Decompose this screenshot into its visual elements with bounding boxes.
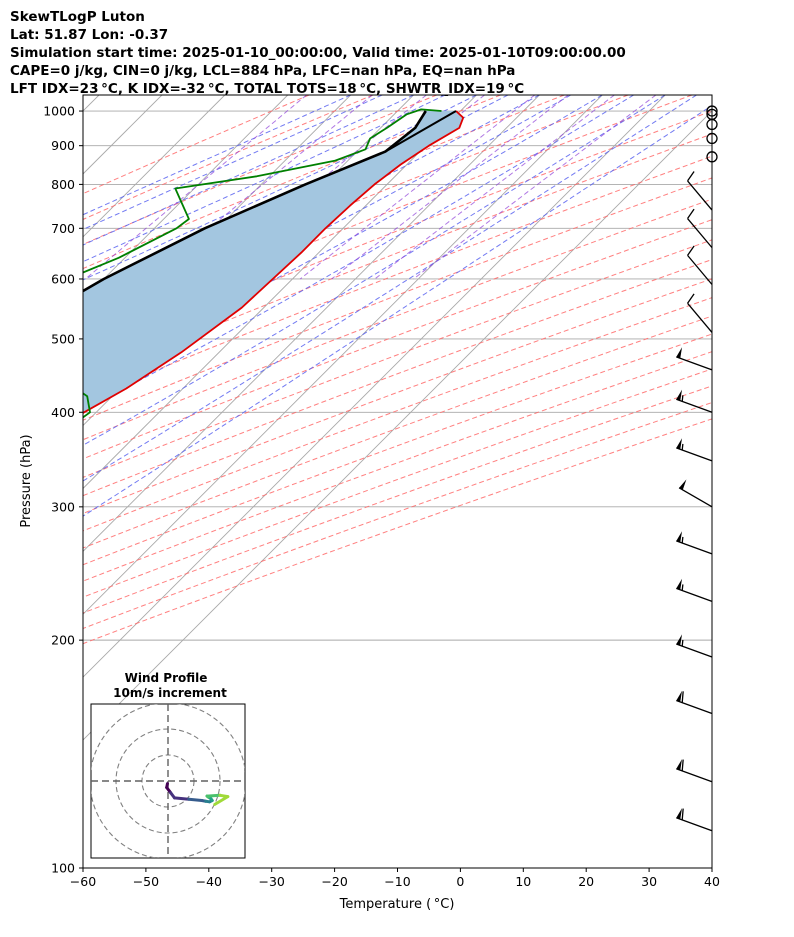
- mixing-ratio-line: [331, 95, 569, 280]
- chart-header: SkewTLogP Luton Lat: 51.87 Lon: -0.37 Si…: [10, 8, 790, 98]
- y-tick-label: 300: [51, 499, 75, 514]
- hodograph-trace: [173, 796, 191, 801]
- x-tick-label: 30: [641, 874, 657, 889]
- hodograph-trace: [213, 795, 230, 806]
- chart-title: SkewTLogP Luton: [10, 9, 145, 25]
- wind-barb: [687, 208, 713, 249]
- x-tick-label: −60: [70, 874, 96, 889]
- y-tick-label: 800: [51, 177, 75, 192]
- dry-adiabat: [83, 155, 712, 401]
- dry-adiabat: [83, 259, 712, 497]
- wind-barb: [687, 293, 713, 333]
- moist-adiabat: [83, 95, 666, 446]
- x-tick-label: −10: [384, 874, 410, 889]
- wind-barb: [676, 634, 713, 658]
- y-tick-label: 200: [51, 633, 75, 648]
- x-tick-label: −50: [133, 874, 159, 889]
- cin-cape-shading: [83, 111, 464, 413]
- wind-barb: [676, 578, 713, 603]
- wind-barb: [678, 479, 713, 508]
- x-tick-label: 20: [578, 874, 594, 889]
- wind-barb: [676, 438, 713, 462]
- wind-barb: [687, 245, 713, 285]
- wind-barb: [676, 690, 713, 715]
- isotherm: [83, 95, 666, 678]
- mixing-ratio-line: [374, 95, 615, 280]
- wind-barb: [676, 808, 713, 832]
- hodograph-subtitle: 10m/s increment: [113, 686, 227, 700]
- x-tick-label: 40: [704, 874, 720, 889]
- y-tick-label: 600: [51, 271, 75, 286]
- y-axis-ticks: 1000 900 800 700 600 500 400 300 200 100: [43, 104, 83, 876]
- moist-adiabat: [83, 95, 383, 231]
- stability-indices-2: LFT IDX=23 °C, K IDX=-32 °C, TOTAL TOTS=…: [10, 81, 525, 97]
- wind-barbs: [676, 105, 718, 832]
- x-tick-label: 10: [515, 874, 531, 889]
- temperature-line: [83, 110, 465, 414]
- dry-adiabat: [83, 333, 712, 566]
- y-tick-label: 1000: [43, 104, 75, 119]
- x-tick-label: −20: [321, 874, 347, 889]
- y-axis-label: Pressure (hPa): [19, 434, 34, 527]
- simulation-times: Simulation start time: 2025-01-10_00:00:…: [10, 45, 626, 61]
- parcel-dry-lift-line: [384, 110, 457, 153]
- y-tick-label: 400: [51, 405, 75, 420]
- dry-adiabat: [83, 368, 712, 598]
- x-tick-label: −40: [196, 874, 222, 889]
- isotherm: [83, 95, 540, 552]
- isotherm: [83, 110, 712, 741]
- mixing-ratio-line: [84, 95, 307, 280]
- dry-adiabat: [83, 95, 374, 220]
- sounding-lines: [83, 108, 465, 419]
- dry-adiabat: [83, 110, 712, 360]
- wind-barb: [676, 531, 713, 555]
- hodograph-inset: Wind Profile 10m/s increment: [90, 671, 246, 859]
- dewpoint-line: [83, 108, 442, 419]
- mixing-ratio-line: [299, 95, 536, 280]
- wind-barb: [687, 171, 713, 211]
- moist-adiabat: [83, 95, 414, 246]
- y-tick-label: 900: [51, 138, 75, 153]
- dry-adiabat: [83, 401, 712, 630]
- hodograph-trace: [205, 793, 222, 798]
- dry-adiabat: [83, 278, 712, 514]
- dry-adiabat: [83, 351, 712, 582]
- moist-adiabat: [83, 95, 540, 324]
- dry-adiabat: [83, 95, 565, 293]
- moist-adiabat: [83, 95, 351, 216]
- y-tick-label: 500: [51, 331, 75, 346]
- isotherm: [83, 95, 477, 490]
- wind-barb: [676, 347, 713, 371]
- stability-indices-1: CAPE=0 j/kg, CIN=0 j/kg, LCL=884 hPa, LF…: [10, 63, 516, 79]
- dry-adiabat: [83, 177, 712, 421]
- wind-barb: [676, 759, 713, 783]
- mixing-ratio-line: [413, 95, 657, 280]
- dry-adiabat: [83, 198, 712, 441]
- location-coordinates: Lat: 51.87 Lon: -0.37: [10, 27, 169, 43]
- y-tick-label: 100: [51, 861, 75, 876]
- x-axis-ticks: −60 −50 −40 −30 −20 −10 0 10 20 30 40: [70, 868, 720, 889]
- dry-adiabat: [83, 95, 437, 245]
- isotherm: [83, 95, 289, 301]
- dry-adiabat: [83, 385, 712, 614]
- moist-adiabat: [83, 104, 712, 517]
- dry-adiabat: [83, 418, 712, 645]
- isotherm: [83, 95, 100, 112]
- hodograph-title: Wind Profile: [125, 671, 208, 685]
- moist-adiabat: [83, 95, 697, 482]
- x-tick-label: −30: [259, 874, 285, 889]
- y-tick-label: 700: [51, 221, 75, 236]
- x-tick-label: 0: [456, 874, 464, 889]
- x-axis-label: Temperature ( °C): [339, 897, 455, 912]
- wind-barb: [676, 389, 713, 413]
- hodograph-trace: [187, 797, 204, 802]
